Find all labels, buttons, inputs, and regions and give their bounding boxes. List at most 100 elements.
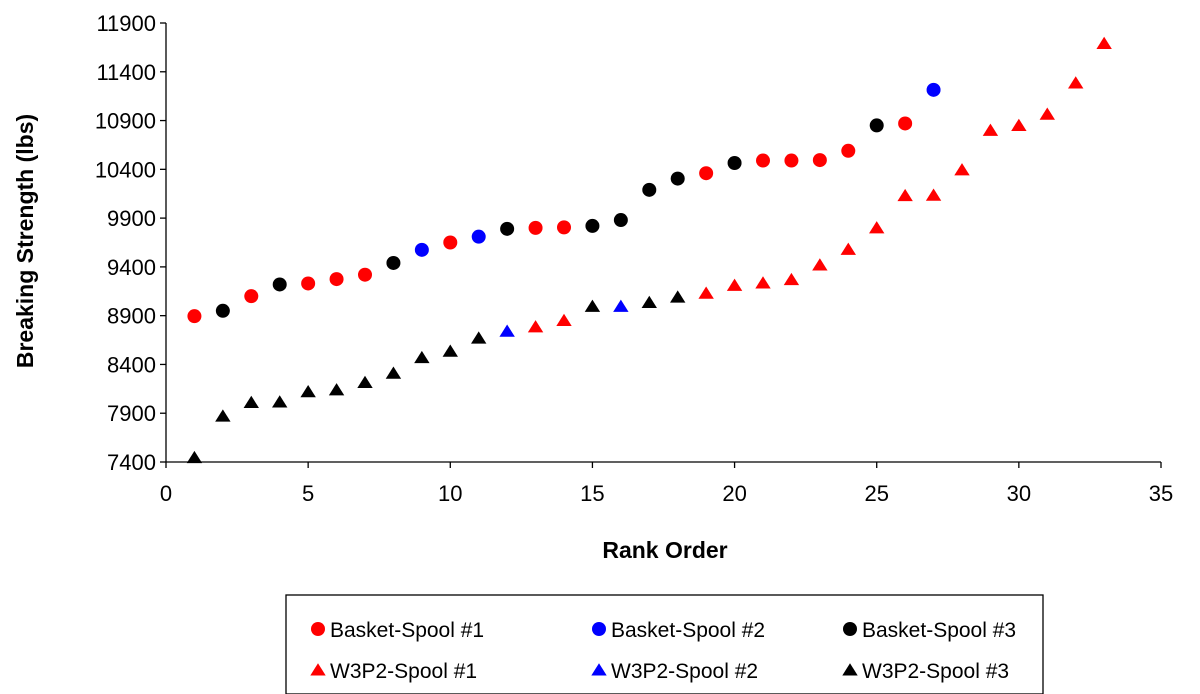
data-point-circle [500,221,515,236]
data-point-circle [187,309,202,324]
x-tick-label: 5 [302,481,314,506]
y-tick-label: 8900 [107,304,156,329]
legend-circle-marker [592,622,606,636]
data-point-circle [727,155,742,170]
y-tick-label: 7400 [107,450,156,475]
x-tick-label: 25 [864,481,888,506]
axes [165,23,1161,463]
legend-label: Basket-Spool #1 [330,619,484,642]
x-tick-label: 20 [722,481,746,506]
y-tick-label: 11900 [96,11,156,36]
data-point-circle [869,118,884,133]
legend-label: W3P2-Spool #2 [611,660,758,683]
legend-item: Basket-Spool #2 [592,619,765,642]
data-point-circle [244,289,259,304]
data-point-triangle [584,299,601,312]
data-point-triangle [982,123,999,136]
x-tick-label: 35 [1149,481,1173,506]
legend-circle-marker [843,622,857,636]
data-point-triangle [840,242,856,255]
data-point-circle [926,82,941,97]
series-w3p2-spool-2 [499,299,629,337]
data-point-circle [642,182,657,197]
series-basket-spool-2 [414,82,941,257]
data-point-triangle [641,295,657,309]
data-point-triangle [670,290,686,303]
data-point-triangle [442,344,458,357]
data-point-circle [301,276,316,291]
y-tick-label: 11400 [96,60,156,85]
data-point-circle [528,220,543,235]
data-point-circle [386,255,401,270]
data-point-circle [443,235,458,250]
data-point-triangle [357,375,373,389]
data-point-triangle [272,395,288,408]
y-axis-ticks: 7400 7900 8400 8900 9400 9900 10400 10900 11400 1… [95,11,166,475]
data-point-triangle [698,286,714,299]
data-point-circle [699,166,714,181]
data-point-circle [414,242,429,257]
data-point-triangle [613,299,629,312]
data-point-triangle [897,188,913,202]
data-point-circle [613,213,628,228]
data-point-circle [585,218,600,233]
data-point-circle [272,277,287,292]
data-point-triangle [1011,118,1027,131]
x-axis-title: Rank Order [602,537,727,563]
data-point-triangle [499,324,515,337]
legend-label: W3P2-Spool #1 [330,660,477,683]
data-point-triangle [1039,107,1055,120]
data-point-triangle [869,221,885,234]
legend-item: W3P2-Spool #1 [310,660,477,683]
legend-triangle-marker [591,663,607,676]
y-tick-label: 7900 [107,401,156,426]
legend-label: W3P2-Spool #3 [862,660,1009,683]
y-tick-label: 8400 [107,352,156,377]
legend-item: Basket-Spool #3 [843,619,1016,642]
data-point-triangle [300,385,316,398]
data-point-circle [898,116,913,131]
legend-item: W3P2-Spool #3 [842,660,1009,683]
legend: Basket-Spool #1 Basket-Spool #2 Basket-Spo… [285,594,1044,694]
legend-box [285,594,1044,694]
data-point-triangle [385,366,402,379]
x-tick-label: 30 [1007,481,1031,506]
x-tick-label: 15 [580,481,604,506]
y-tick-label: 10400 [95,157,156,182]
data-point-triangle [726,278,743,291]
data-point-triangle [783,272,800,286]
data-point-circle [358,267,372,282]
data-markers [186,36,1112,464]
data-point-circle [812,153,827,168]
series-basket-spool-3 [215,118,884,318]
data-point-triangle [243,395,259,409]
y-tick-label: 9400 [107,255,156,280]
legend-item: Basket-Spool #1 [311,619,484,642]
series-w3p2-spool-3 [186,290,686,464]
data-point-triangle [1096,36,1112,49]
legend-label: Basket-Spool #3 [862,619,1016,642]
data-point-circle [471,229,486,244]
data-point-triangle [812,258,828,271]
data-point-triangle [1068,76,1084,89]
legend-triangle-marker [842,663,858,676]
data-point-circle [329,272,344,287]
y-tick-label: 9900 [107,206,156,231]
data-point-triangle [215,409,231,422]
data-point-triangle [527,320,544,333]
legend-item: W3P2-Spool #2 [591,660,758,683]
data-point-triangle [414,350,430,364]
y-tick-label: 10900 [95,109,156,134]
data-point-circle [756,153,770,168]
data-point-circle [784,153,799,168]
x-tick-label: 0 [160,481,172,506]
data-point-triangle [925,188,942,201]
y-axis-title: Breaking Strength (lbs) [12,114,38,368]
data-point-circle [670,171,685,186]
data-point-triangle [186,450,203,464]
legend-label: Basket-Spool #2 [611,619,765,642]
data-point-triangle [755,276,771,289]
data-point-circle [557,220,571,235]
x-axis-ticks: 0 5 10 15 20 25 30 35 [160,462,1173,506]
